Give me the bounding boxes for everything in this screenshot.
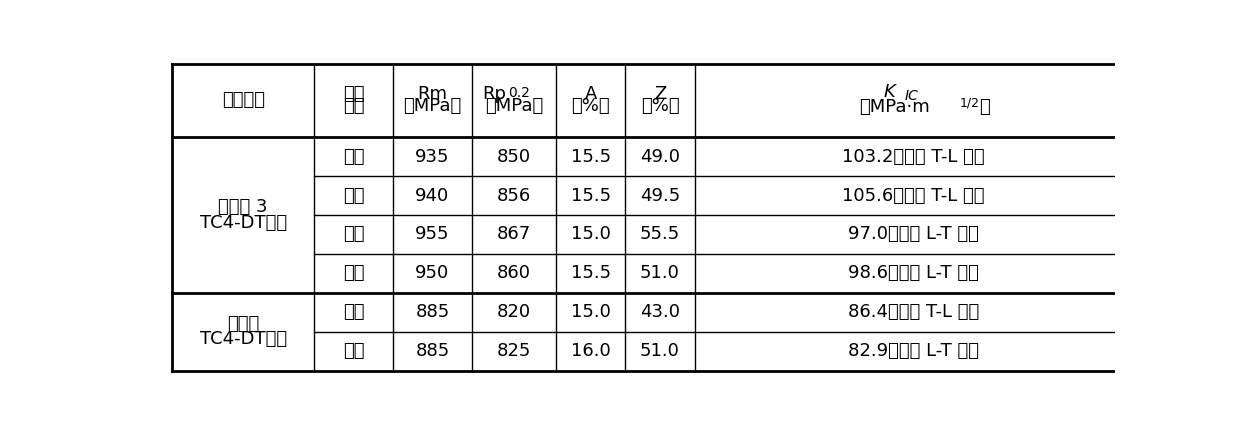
Text: 867: 867 bbox=[497, 226, 532, 243]
Text: 82.9（缺口 L-T 向）: 82.9（缺口 L-T 向） bbox=[847, 342, 979, 361]
Text: 15.0: 15.0 bbox=[571, 303, 611, 321]
Text: 955: 955 bbox=[415, 226, 450, 243]
Text: 15.5: 15.5 bbox=[571, 186, 611, 205]
Text: 105.6（缺口 T-L 向）: 105.6（缺口 T-L 向） bbox=[843, 186, 985, 205]
Text: 885: 885 bbox=[415, 303, 450, 321]
Text: （%）: （%） bbox=[571, 97, 610, 115]
Text: 实施例 3: 实施例 3 bbox=[218, 198, 268, 217]
Text: 15.0: 15.0 bbox=[571, 226, 611, 243]
Text: （MPa）: （MPa） bbox=[403, 97, 461, 115]
Text: 49.0: 49.0 bbox=[641, 147, 680, 166]
Text: TC4-DT板材: TC4-DT板材 bbox=[199, 330, 286, 349]
Text: ）: ） bbox=[979, 98, 990, 116]
Text: 纵向: 纵向 bbox=[343, 265, 364, 282]
Text: 现有的: 现有的 bbox=[227, 315, 259, 333]
Text: 55.5: 55.5 bbox=[639, 226, 680, 243]
Text: 860: 860 bbox=[497, 265, 532, 282]
Text: 51.0: 51.0 bbox=[641, 265, 680, 282]
Text: 15.5: 15.5 bbox=[571, 265, 611, 282]
Text: 43.0: 43.0 bbox=[641, 303, 680, 321]
Text: Z: Z bbox=[654, 85, 667, 103]
Text: 825: 825 bbox=[497, 342, 532, 361]
Text: K: K bbox=[883, 83, 896, 101]
Text: 横向: 横向 bbox=[343, 303, 364, 321]
Text: 935: 935 bbox=[415, 147, 450, 166]
Text: 横向: 横向 bbox=[343, 147, 364, 166]
Text: 103.2（缺口 T-L 向）: 103.2（缺口 T-L 向） bbox=[843, 147, 985, 166]
Text: 16.0: 16.0 bbox=[571, 342, 611, 361]
Text: A: A bbox=[585, 85, 597, 103]
Text: 锻造工艺: 锻造工艺 bbox=[222, 91, 265, 109]
Text: 49.5: 49.5 bbox=[639, 186, 680, 205]
Text: （MPa）: （MPa） bbox=[484, 97, 543, 115]
Text: 15.5: 15.5 bbox=[571, 147, 611, 166]
Text: Rm: Rm bbox=[418, 85, 447, 103]
Text: 820: 820 bbox=[497, 303, 532, 321]
Text: Rp: Rp bbox=[482, 85, 507, 103]
Text: 850: 850 bbox=[497, 147, 532, 166]
Text: 纵向: 纵向 bbox=[343, 342, 364, 361]
Text: 885: 885 bbox=[415, 342, 450, 361]
Text: 1/2: 1/2 bbox=[959, 96, 980, 110]
Text: 98.6（缺口 L-T 向）: 98.6（缺口 L-T 向） bbox=[847, 265, 979, 282]
Text: 97.0（缺口 L-T 向）: 97.0（缺口 L-T 向） bbox=[847, 226, 979, 243]
Text: 86.4（缺口 T-L 向）: 86.4（缺口 T-L 向） bbox=[847, 303, 979, 321]
Text: 纵向: 纵向 bbox=[343, 226, 364, 243]
Text: TC4-DT板材: TC4-DT板材 bbox=[199, 214, 286, 231]
Text: 横向: 横向 bbox=[343, 186, 364, 205]
Text: 51.0: 51.0 bbox=[641, 342, 680, 361]
Text: 940: 940 bbox=[415, 186, 450, 205]
Text: 950: 950 bbox=[415, 265, 450, 282]
Text: 方向: 方向 bbox=[343, 97, 364, 115]
Text: IC: IC bbox=[904, 89, 918, 103]
Text: 0.2: 0.2 bbox=[508, 86, 530, 100]
Bar bbox=[172, 63, 1132, 371]
Text: （%）: （%） bbox=[641, 97, 679, 115]
Text: 856: 856 bbox=[497, 186, 532, 205]
Text: （MPa·m: （MPa·m bbox=[859, 98, 929, 116]
Text: 取样: 取样 bbox=[343, 85, 364, 103]
